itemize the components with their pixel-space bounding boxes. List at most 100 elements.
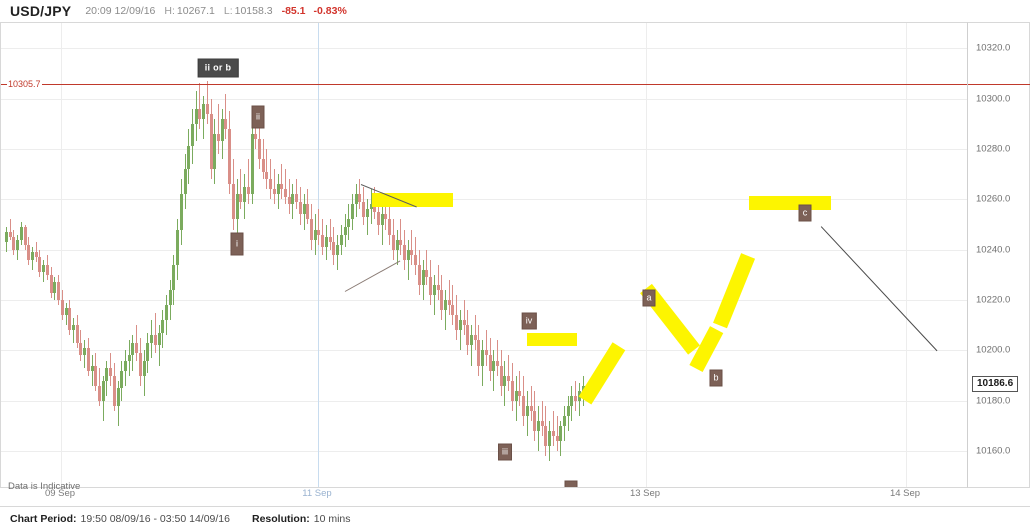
candle-wick <box>493 350 495 391</box>
candle-body <box>224 118 228 129</box>
low-value: 10158.3 <box>234 5 273 17</box>
candle-body <box>194 108 198 124</box>
gridline-horizontal <box>1 249 967 251</box>
gridline-horizontal <box>1 199 967 201</box>
price-tick-label: 10240.0 <box>976 244 1011 256</box>
candle-body <box>369 204 373 210</box>
candle-body <box>473 335 477 341</box>
candle-body <box>544 426 548 447</box>
candle-body <box>358 194 362 202</box>
candle-body <box>339 234 343 245</box>
candle-body <box>321 234 325 248</box>
candle-body <box>391 234 395 250</box>
candle-body <box>220 118 224 142</box>
candle-body <box>161 320 165 333</box>
candle-body <box>295 194 299 202</box>
candle-body <box>86 347 90 371</box>
candle-wick <box>471 325 472 366</box>
candle-body <box>336 244 340 255</box>
candle-body <box>440 290 444 311</box>
candle-body <box>328 237 332 243</box>
gridline-current-day <box>318 23 319 487</box>
gridline-vertical <box>61 23 62 487</box>
resolution-label: Resolution: <box>251 513 310 525</box>
candle-body <box>205 103 209 114</box>
candle-wick <box>329 219 331 250</box>
candle-body <box>127 355 131 361</box>
candle-body <box>131 342 135 356</box>
candle-body <box>350 204 354 220</box>
highlight-bar-target <box>749 196 831 210</box>
candle-wick <box>366 199 368 235</box>
candle-body <box>548 431 552 447</box>
wave-label-a: a <box>642 289 656 307</box>
candle-body <box>477 340 481 366</box>
candle-body <box>228 128 232 185</box>
candle-body <box>451 305 455 316</box>
price-tick-label: 10220.0 <box>976 294 1011 306</box>
candle-body <box>265 171 269 180</box>
candle-body <box>112 375 116 406</box>
candle-body <box>19 227 23 240</box>
candle-body <box>101 380 105 401</box>
gridline-vertical <box>646 23 647 487</box>
chart-period-value: 19:50 08/09/16 - 03:50 14/09/16 <box>80 513 230 525</box>
candle-body <box>53 282 57 293</box>
candle-body <box>120 370 124 389</box>
candle-wick <box>541 400 543 437</box>
candle-body <box>172 264 176 290</box>
candle-body <box>403 244 407 260</box>
candle-body <box>5 232 8 243</box>
change-percent: -0.83% <box>313 5 347 17</box>
candle-wick <box>72 317 74 343</box>
candle-body <box>306 204 310 220</box>
candle-body <box>492 360 496 371</box>
candle-wick <box>426 249 428 285</box>
candle-body <box>269 179 273 190</box>
candle-body <box>417 264 421 285</box>
candle-body <box>377 211 380 225</box>
chart-header: USD/JPY 20:09 12/09/16 H: 10267.1 L: 101… <box>0 0 1030 22</box>
candle-body <box>246 186 250 195</box>
last-price-badge: 10186.6 <box>972 376 1019 393</box>
candle-body <box>466 325 470 346</box>
candle-body <box>176 229 180 265</box>
wave-label-b: b <box>709 369 723 387</box>
projection-stroke-up-to-c <box>713 253 756 329</box>
candle-body <box>555 436 559 442</box>
candle-wick <box>240 169 242 210</box>
candle-body <box>168 290 172 306</box>
candle-wick <box>519 370 521 406</box>
candle-body <box>458 320 462 331</box>
candle-body <box>388 219 392 235</box>
date-tick-label: 13 Sep <box>629 488 661 499</box>
gridline-horizontal <box>1 400 967 402</box>
candle-body <box>83 347 87 356</box>
price-tick-label: 10260.0 <box>976 193 1011 205</box>
candle-body <box>257 138 261 159</box>
candle-body <box>71 325 75 331</box>
candle-body <box>559 426 563 442</box>
candle-body <box>365 209 369 217</box>
trendline-lower <box>344 260 401 292</box>
candle-body <box>157 332 161 346</box>
low-label: L: <box>223 5 233 17</box>
candle-body <box>373 204 377 212</box>
gridline-horizontal <box>1 300 967 302</box>
gridline-horizontal <box>1 451 967 453</box>
date-axis: 09 Sep 11 Sep 13 Sep 14 Sep <box>0 488 1030 506</box>
candle-body <box>533 410 537 432</box>
indicative-notice: Data is Indicative <box>8 481 81 492</box>
candle-body <box>570 395 574 406</box>
price-tick-label: 10180.0 <box>976 395 1011 407</box>
price-tick-label: 10300.0 <box>976 93 1011 105</box>
candle-body <box>414 254 418 265</box>
candle-wick <box>281 164 283 200</box>
wave-label-c: c <box>798 204 812 222</box>
candle-body <box>261 159 265 172</box>
chart-plot-area[interactable]: 10305.7 ii or b ii i iv iii v a b c <box>0 22 968 488</box>
resolution-value: 10 mins <box>313 513 351 525</box>
candle-body <box>231 184 235 220</box>
candle-body <box>49 274 53 293</box>
